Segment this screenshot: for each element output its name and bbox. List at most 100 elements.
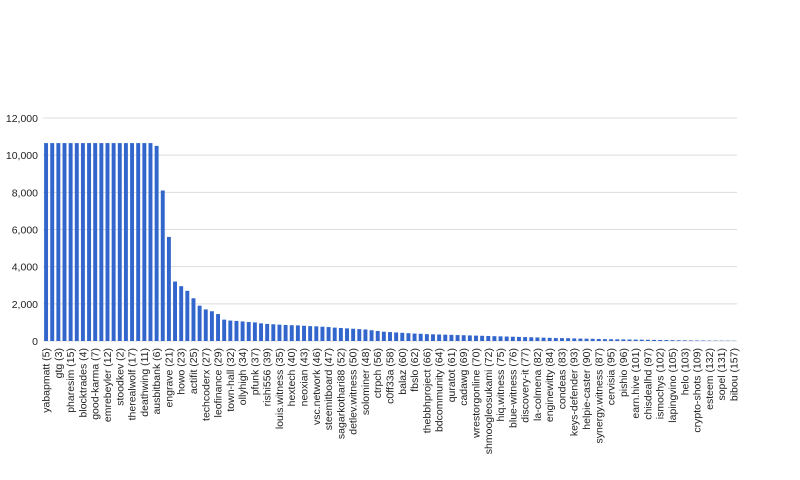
bar	[480, 335, 485, 341]
bar	[259, 323, 263, 341]
bar	[302, 325, 306, 341]
bar	[504, 336, 509, 341]
bar	[173, 281, 178, 341]
bar	[572, 338, 577, 341]
bar	[443, 334, 448, 341]
bar	[130, 143, 135, 341]
x-tick-label: louis.witness (35)	[274, 348, 286, 429]
bar	[222, 319, 227, 341]
bar	[461, 335, 466, 341]
x-tick-label: leofinance (29)	[213, 348, 225, 417]
bar	[252, 322, 257, 341]
bar	[498, 336, 503, 341]
bar	[517, 336, 521, 341]
x-tick-label: c0ff33a (58)	[385, 348, 397, 404]
bar	[682, 340, 687, 341]
x-tick-label: helo (103)	[679, 348, 691, 395]
bar	[431, 334, 435, 341]
bar	[80, 143, 85, 341]
bar	[99, 143, 104, 341]
bar	[381, 331, 386, 341]
x-tick-label: hextech (40)	[286, 348, 298, 406]
x-tick-label: ollyhigh (34)	[237, 348, 249, 405]
bar	[688, 340, 693, 341]
bar	[185, 290, 190, 341]
bar	[590, 338, 595, 341]
bar	[639, 339, 644, 341]
x-tick-label: hiq.witness (75)	[495, 348, 507, 422]
x-tick-label: howo (23)	[176, 348, 188, 395]
x-tick-label: pishio (96)	[618, 348, 630, 397]
x-tick-label: ausbitbank (6)	[151, 348, 163, 415]
bar	[455, 335, 460, 341]
bar	[695, 340, 700, 341]
bar	[584, 338, 589, 341]
bar	[93, 143, 98, 341]
bar	[547, 337, 552, 341]
bar	[670, 340, 675, 341]
x-tick-label: solominer (48)	[360, 348, 372, 415]
bar	[117, 143, 122, 341]
bar	[394, 332, 399, 341]
bar	[541, 337, 546, 341]
x-tick-label: quratot (61)	[446, 348, 458, 402]
bar	[68, 143, 73, 341]
x-tick-label: thebbhproject (66)	[421, 348, 433, 433]
y-tick-label: 12,000	[6, 113, 38, 125]
bar	[277, 324, 282, 341]
y-tick-label: 6,000	[12, 225, 38, 237]
x-tick-label: techcoderx (27)	[200, 348, 212, 421]
bar	[332, 327, 337, 341]
x-tick-label: town-hall (32)	[225, 348, 237, 412]
bar	[388, 332, 392, 341]
bar	[142, 143, 147, 341]
bar	[295, 325, 300, 341]
x-tick-label: synergy.witness (87)	[593, 348, 605, 444]
bar	[345, 328, 349, 341]
bar	[105, 143, 110, 341]
x-tick-label: ismochys (102)	[655, 348, 667, 419]
bar	[56, 143, 61, 341]
bar	[179, 286, 184, 341]
bar	[596, 338, 601, 341]
x-tick-label: pfunk (37)	[249, 348, 261, 395]
bar	[449, 334, 454, 341]
bar	[627, 339, 632, 341]
bar	[375, 330, 380, 341]
bar	[338, 327, 343, 341]
bar	[566, 338, 571, 341]
bar	[474, 335, 478, 341]
bar	[578, 338, 583, 341]
bar	[283, 325, 288, 341]
bar	[44, 143, 49, 341]
bar	[228, 320, 233, 341]
bar	[602, 339, 607, 341]
x-tick-label: enginewitty (84)	[544, 348, 556, 422]
bar	[609, 339, 614, 341]
x-tick-label: gtg (3)	[53, 348, 65, 378]
x-tick-label: bibou (157)	[728, 348, 740, 401]
x-tick-label: fbslo (62)	[409, 348, 421, 392]
x-tick-label: yabapmatt (5)	[41, 348, 53, 413]
bar	[308, 326, 313, 341]
bar	[406, 333, 411, 341]
bar	[136, 143, 141, 341]
bar	[74, 143, 79, 341]
x-tick-label: deathwing (11)	[139, 348, 151, 417]
bar	[633, 339, 638, 341]
x-tick-label: bdcommunity (64)	[434, 348, 446, 432]
bar	[166, 236, 171, 341]
x-tick-label: wrestorgonline (70)	[470, 348, 482, 439]
bar	[246, 322, 251, 341]
bar	[351, 328, 356, 341]
x-tick-label: la-colmena (82)	[532, 348, 544, 421]
x-tick-label: cadawg (69)	[458, 348, 470, 406]
bar	[326, 327, 331, 341]
bar	[209, 311, 214, 341]
x-tick-label: blue-witness (76)	[507, 348, 519, 428]
x-tick-label: helpie-caster (90)	[581, 348, 593, 430]
bar	[234, 320, 239, 341]
x-tick-label: stoodkev (2)	[114, 348, 126, 406]
bar	[357, 329, 362, 341]
x-tick-label: vsc.network (46)	[311, 348, 323, 425]
